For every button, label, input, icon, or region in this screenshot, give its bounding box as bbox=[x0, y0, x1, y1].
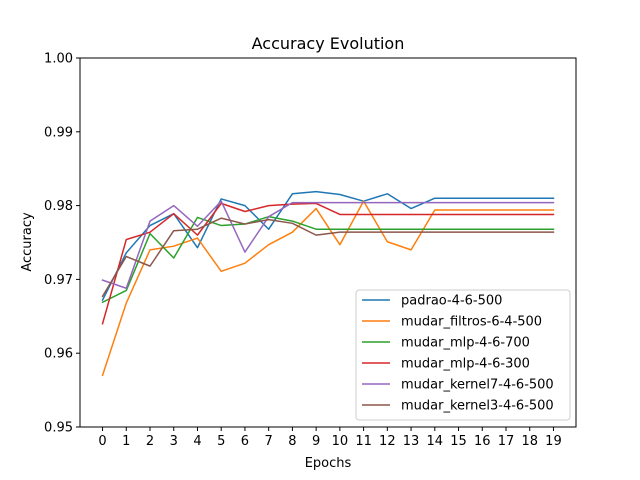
x-tick-label: 13 bbox=[403, 434, 420, 449]
y-axis: 0.95 0.96 0.97 0.98 0.99 1.00 bbox=[44, 52, 80, 436]
x-tick-label: 8 bbox=[288, 434, 296, 449]
legend-item: mudar_kernel7-4-6-500 bbox=[362, 378, 554, 393]
y-tick-label: 0.95 bbox=[44, 421, 73, 436]
legend: padrao-4-6-500 mudar_filtros-6-4-500mudar… bbox=[355, 289, 571, 421]
x-tick-label: 7 bbox=[265, 434, 273, 449]
x-tick-label: 16 bbox=[474, 434, 491, 449]
x-tick-label: 6 bbox=[241, 434, 249, 449]
x-tick-label: 5 bbox=[217, 434, 225, 449]
legend-label: padrao-4-6-500 bbox=[401, 294, 502, 309]
x-tick-label: 3 bbox=[170, 434, 178, 449]
series-line-mudar_mlp-4-6-700 bbox=[101, 215, 555, 304]
y-tick-label: 1.00 bbox=[44, 52, 73, 67]
chart-title: Accuracy Evolution bbox=[252, 34, 405, 53]
y-tick-label: 0.96 bbox=[44, 347, 73, 362]
x-tick-label: 2 bbox=[146, 434, 154, 449]
legend-item: mudar_kernel3-4-6-500 bbox=[362, 399, 554, 414]
x-tick-label: 10 bbox=[332, 434, 349, 449]
y-tick-label: 0.98 bbox=[44, 199, 73, 214]
series-line-mudar_mlp-4-6-300 bbox=[101, 202, 555, 325]
x-tick-label: 4 bbox=[193, 434, 201, 449]
x-tick-label: 11 bbox=[355, 434, 372, 449]
legend-label: mudar_mlp-4-6-300 bbox=[401, 357, 530, 372]
x-tick-label: 19 bbox=[545, 434, 562, 449]
legend-label: mudar_kernel7-4-6-500 bbox=[401, 378, 554, 393]
y-tick-label: 0.97 bbox=[44, 273, 73, 288]
series-line-mudar_filtros-6-4-500 bbox=[101, 200, 555, 377]
series-line-mudar_kernel7-4-6-500 bbox=[101, 200, 555, 290]
x-tick-label: 1 bbox=[122, 434, 130, 449]
y-tick-label: 0.99 bbox=[44, 125, 73, 140]
legend-label: mudar_mlp-4-6-700 bbox=[401, 336, 530, 351]
series-line-mudar_kernel3-4-6-500 bbox=[101, 217, 555, 298]
legend-item: mudar_mlp-4-6-300 bbox=[362, 357, 530, 372]
legend-item: mudar_filtros-6-4-500 bbox=[362, 315, 542, 330]
x-tick-label: 15 bbox=[450, 434, 467, 449]
legend-label: mudar_kernel3-4-6-500 bbox=[401, 399, 554, 414]
x-axis: 0 1 2 3 4 5 6 7 8 9 10 11 12 13 14 15 16 17 18 19 bbox=[98, 427, 562, 449]
plot-area bbox=[79, 57, 577, 428]
plot-frame bbox=[79, 57, 577, 428]
x-tick-label: 14 bbox=[427, 434, 444, 449]
x-tick-label: 18 bbox=[521, 434, 538, 449]
series-line-padrao-4-6-500 bbox=[101, 190, 555, 302]
x-axis-label: Epochs bbox=[305, 456, 352, 471]
x-tick-label: 12 bbox=[379, 434, 396, 449]
series-lines bbox=[101, 190, 555, 377]
x-tick-label: 0 bbox=[98, 434, 106, 449]
x-tick-label: 17 bbox=[498, 434, 515, 449]
legend-item: padrao-4-6-500 bbox=[362, 294, 502, 309]
legend-item: mudar_mlp-4-6-700 bbox=[362, 336, 530, 351]
y-axis-label: Accuracy bbox=[20, 212, 35, 272]
legend-box bbox=[355, 289, 571, 421]
legend-label: mudar_filtros-6-4-500 bbox=[401, 315, 542, 330]
x-tick-label: 9 bbox=[312, 434, 320, 449]
